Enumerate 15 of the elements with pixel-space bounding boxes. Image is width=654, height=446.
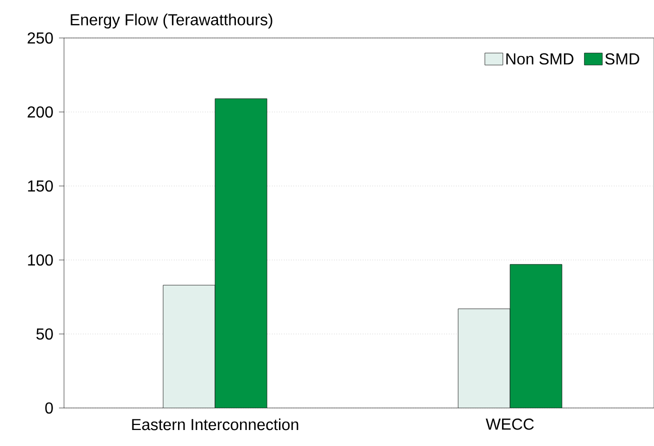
y-tick-label: 250 bbox=[28, 32, 53, 44]
y-tick-label: 200 bbox=[28, 106, 53, 118]
x-tick-label: WECC bbox=[486, 418, 534, 430]
bar bbox=[510, 264, 562, 408]
y-tick-label: 0 bbox=[45, 402, 53, 414]
bar bbox=[458, 308, 510, 408]
x-tick-label: Eastern Interconnection bbox=[132, 418, 298, 430]
legend-label: SMD bbox=[605, 53, 640, 65]
y-axis-title: Energy Flow (Terawatthours) bbox=[70, 14, 272, 28]
y-tick-label: 150 bbox=[28, 180, 53, 192]
y-tick-label: 100 bbox=[28, 254, 53, 266]
bar bbox=[214, 98, 268, 408]
bar bbox=[162, 284, 216, 408]
y-tick-label: 50 bbox=[36, 328, 53, 340]
legend-label: Non SMD bbox=[506, 53, 574, 65]
